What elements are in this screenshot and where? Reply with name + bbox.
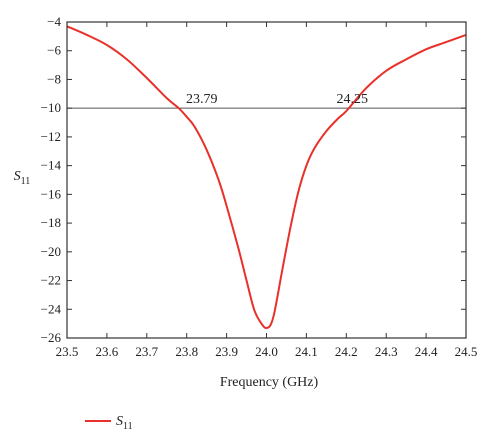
legend: S11 [85,414,133,432]
plot-frame [66,21,467,339]
y-tick-label: −24 [41,301,62,316]
x-tick-label: 23.9 [215,344,238,359]
y-axis-title-main: S [14,169,21,184]
x-tick-label: 24.4 [415,344,438,359]
legend-label-main: S [116,414,123,429]
y-tick-label: −8 [47,71,61,86]
y-tick-label: −4 [47,14,61,29]
x-tick-label: 24.0 [255,344,278,359]
y-tick-label: −16 [41,186,62,201]
y-tick-label: −14 [41,158,62,173]
y-tick-label: −6 [47,43,61,58]
y-axis-title: S11 [14,169,31,187]
y-tick-label: −20 [41,244,61,259]
y-tick-label: −22 [41,273,61,288]
y-tick-label: −18 [41,215,61,230]
x-tick-label: 24.1 [295,344,318,359]
x-tick-label: 24.2 [335,344,358,359]
x-tick-label: 24.5 [455,344,478,359]
legend-label: S11 [116,414,133,432]
y-tick-label: −12 [41,129,61,144]
y-axis-title-sub: 11 [21,176,31,187]
crossing-annotation: 23.79 [186,92,218,107]
x-tick-label: 23.6 [96,344,119,359]
x-axis-title: Frequency (GHz) [220,375,319,390]
x-tick-label: 24.3 [375,344,398,359]
legend-label-sub: 11 [123,421,133,432]
x-tick-label: 23.8 [175,344,198,359]
y-tick-label: −10 [41,100,61,115]
x-tick-label: 23.5 [56,344,79,359]
y-tick-label: −26 [41,330,62,345]
s11-series-line [66,25,467,329]
x-tick-label: 23.7 [135,344,158,359]
crossing-annotation: 24.25 [337,92,369,107]
